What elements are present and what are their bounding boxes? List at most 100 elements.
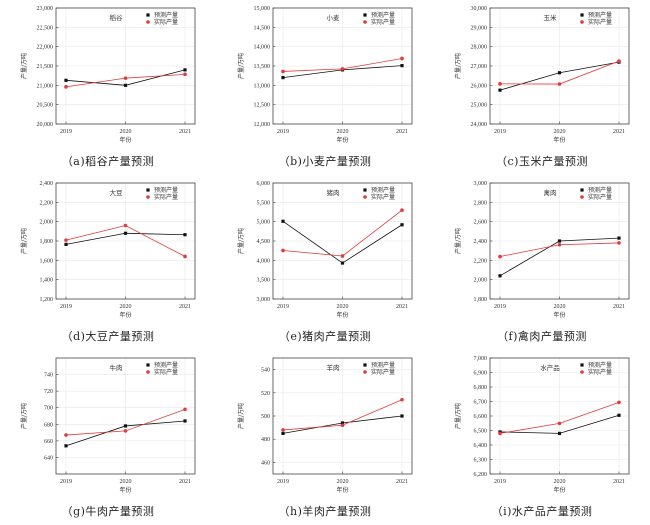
y-tick-label: 15,000 <box>254 6 271 12</box>
data-point <box>557 71 562 75</box>
y-axis-label: 产量/万吨 <box>454 53 462 79</box>
data-point <box>64 242 68 246</box>
data-point <box>183 68 187 72</box>
plot-frame <box>55 357 196 475</box>
legend-marker <box>363 13 367 17</box>
chart-panel-corn: 24,000 25,000 26,000 27,000 28,000 29,000 30,0… <box>434 0 650 175</box>
y-tick-label: 2,800 <box>474 200 488 206</box>
chart-title: 牛肉 <box>110 363 123 372</box>
y-tick-label: 22,000 <box>37 45 54 51</box>
y-tick-label: 3,500 <box>257 278 271 284</box>
legend-marker <box>146 370 150 374</box>
y-tick-label: 14,500 <box>254 25 271 31</box>
data-point <box>617 241 621 245</box>
legend-label: 预测产量 <box>371 361 395 369</box>
y-tick-label: 1,800 <box>474 297 488 303</box>
x-axis-label: 年份 <box>336 136 348 144</box>
y-tick-label: 2,000 <box>474 278 488 284</box>
x-tick-label: 2020 <box>554 304 566 310</box>
data-point <box>340 254 345 258</box>
y-tick-label: 1,400 <box>40 278 54 284</box>
x-tick-label: 2019 <box>494 129 506 135</box>
chart-title: 小麦 <box>327 13 341 22</box>
y-axis-label: 产量/万吨 <box>237 53 245 79</box>
legend-marker <box>363 363 367 367</box>
data-point <box>498 82 502 86</box>
x-tick-label: 2019 <box>60 304 72 310</box>
y-tick-label: 2,000 <box>40 220 54 226</box>
data-point <box>64 238 68 242</box>
x-axis-label: 年份 <box>119 136 131 144</box>
data-point <box>557 82 562 86</box>
data-point <box>400 208 404 213</box>
x-tick-label: 2019 <box>277 304 289 310</box>
data-point <box>183 407 187 412</box>
x-tick-label: 2020 <box>554 129 566 135</box>
x-tick-label: 2020 <box>337 129 349 135</box>
legend-marker <box>146 13 150 17</box>
data-point <box>498 274 502 278</box>
data-point <box>400 56 404 61</box>
y-tick-label: 20,000 <box>37 122 54 128</box>
chart-caption: （g)牛肉产量预测 <box>61 505 155 518</box>
y-tick-label: 6,200 <box>474 472 488 478</box>
x-tick-label: 2021 <box>613 479 625 485</box>
chart-corn: 24,000 25,000 26,000 27,000 28,000 29,000 30,0… <box>454 6 630 144</box>
legend-marker <box>580 188 584 192</box>
x-tick-label: 2020 <box>337 304 349 310</box>
data-point <box>123 429 128 433</box>
y-tick-label: 24,000 <box>471 122 488 128</box>
chart-panel-pork: 3,000 3,500 4,000 4,500 5,000 5,500 6,000 2019 2… <box>217 175 433 350</box>
y-tick-label: 7,000 <box>474 356 488 362</box>
plot-frame <box>272 7 413 125</box>
legend-marker <box>363 195 367 199</box>
y-tick-label: 3,000 <box>257 297 271 303</box>
chart-title: 稻谷 <box>110 13 124 22</box>
data-point <box>64 78 68 82</box>
x-tick-label: 2020 <box>554 479 566 485</box>
data-point <box>617 59 621 63</box>
legend-label: 预测产量 <box>588 11 612 19</box>
y-tick-label: 2,600 <box>474 220 488 226</box>
data-point <box>617 413 621 417</box>
plot-frame <box>489 182 630 300</box>
legend-label: 预测产量 <box>154 186 178 194</box>
y-axis-label: 产量/万吨 <box>454 403 462 429</box>
y-tick-label: 26,000 <box>471 83 488 89</box>
data-point <box>498 88 502 92</box>
chart-caption: （h)羊肉产量预测 <box>278 505 372 518</box>
plot-frame <box>272 182 413 300</box>
data-point <box>557 421 562 426</box>
y-axis-label: 产量/万吨 <box>20 403 28 429</box>
y-tick-label: 720 <box>44 389 53 395</box>
legend-label: 实际产量 <box>588 193 612 201</box>
legend-label: 预测产量 <box>371 186 395 194</box>
chart-poultry: 1,800 2,000 2,200 2,400 2,600 2,800 3,000 2019 2… <box>454 181 630 319</box>
x-tick-label: 2020 <box>120 129 132 135</box>
data-point <box>281 431 285 435</box>
chart-panel-soybean: 1,200 1,400 1,600 1,800 2,000 2,200 2,400 2019 2… <box>0 175 216 350</box>
x-tick-label: 2020 <box>120 304 132 310</box>
x-axis-label: 年份 <box>336 311 348 319</box>
y-tick-label: 30,000 <box>471 6 488 12</box>
chart-panel-aquatic: 6,200 6,300 6,400 6,500 6,600 6,700 6,800 6,900… <box>434 350 650 525</box>
y-tick-label: 28,000 <box>471 45 488 51</box>
y-tick-label: 6,600 <box>474 414 488 420</box>
x-tick-label: 2021 <box>396 304 408 310</box>
y-tick-label: 2,400 <box>474 239 488 245</box>
x-tick-label: 2019 <box>60 479 72 485</box>
y-tick-label: 4,500 <box>257 239 271 245</box>
data-point <box>557 242 562 247</box>
y-axis-label: 产量/万吨 <box>20 53 28 79</box>
y-tick-label: 540 <box>261 368 270 374</box>
legend-marker <box>363 20 367 24</box>
chart-caption: （a)稻谷产量预测 <box>61 155 155 168</box>
legend-marker <box>580 13 584 17</box>
legend-label: 实际产量 <box>154 368 178 376</box>
data-point <box>400 223 404 227</box>
chart-soybean: 1,200 1,400 1,600 1,800 2,000 2,200 2,400 2019 2… <box>20 181 196 319</box>
x-tick-label: 2019 <box>277 479 289 485</box>
legend-label: 预测产量 <box>154 361 178 369</box>
chart-panel-rice: 20,000 20,500 21,000 21,500 22,000 22,500 23,0… <box>0 0 216 175</box>
chart-pork: 3,000 3,500 4,000 4,500 5,000 5,500 6,000 2019 2… <box>237 181 413 319</box>
